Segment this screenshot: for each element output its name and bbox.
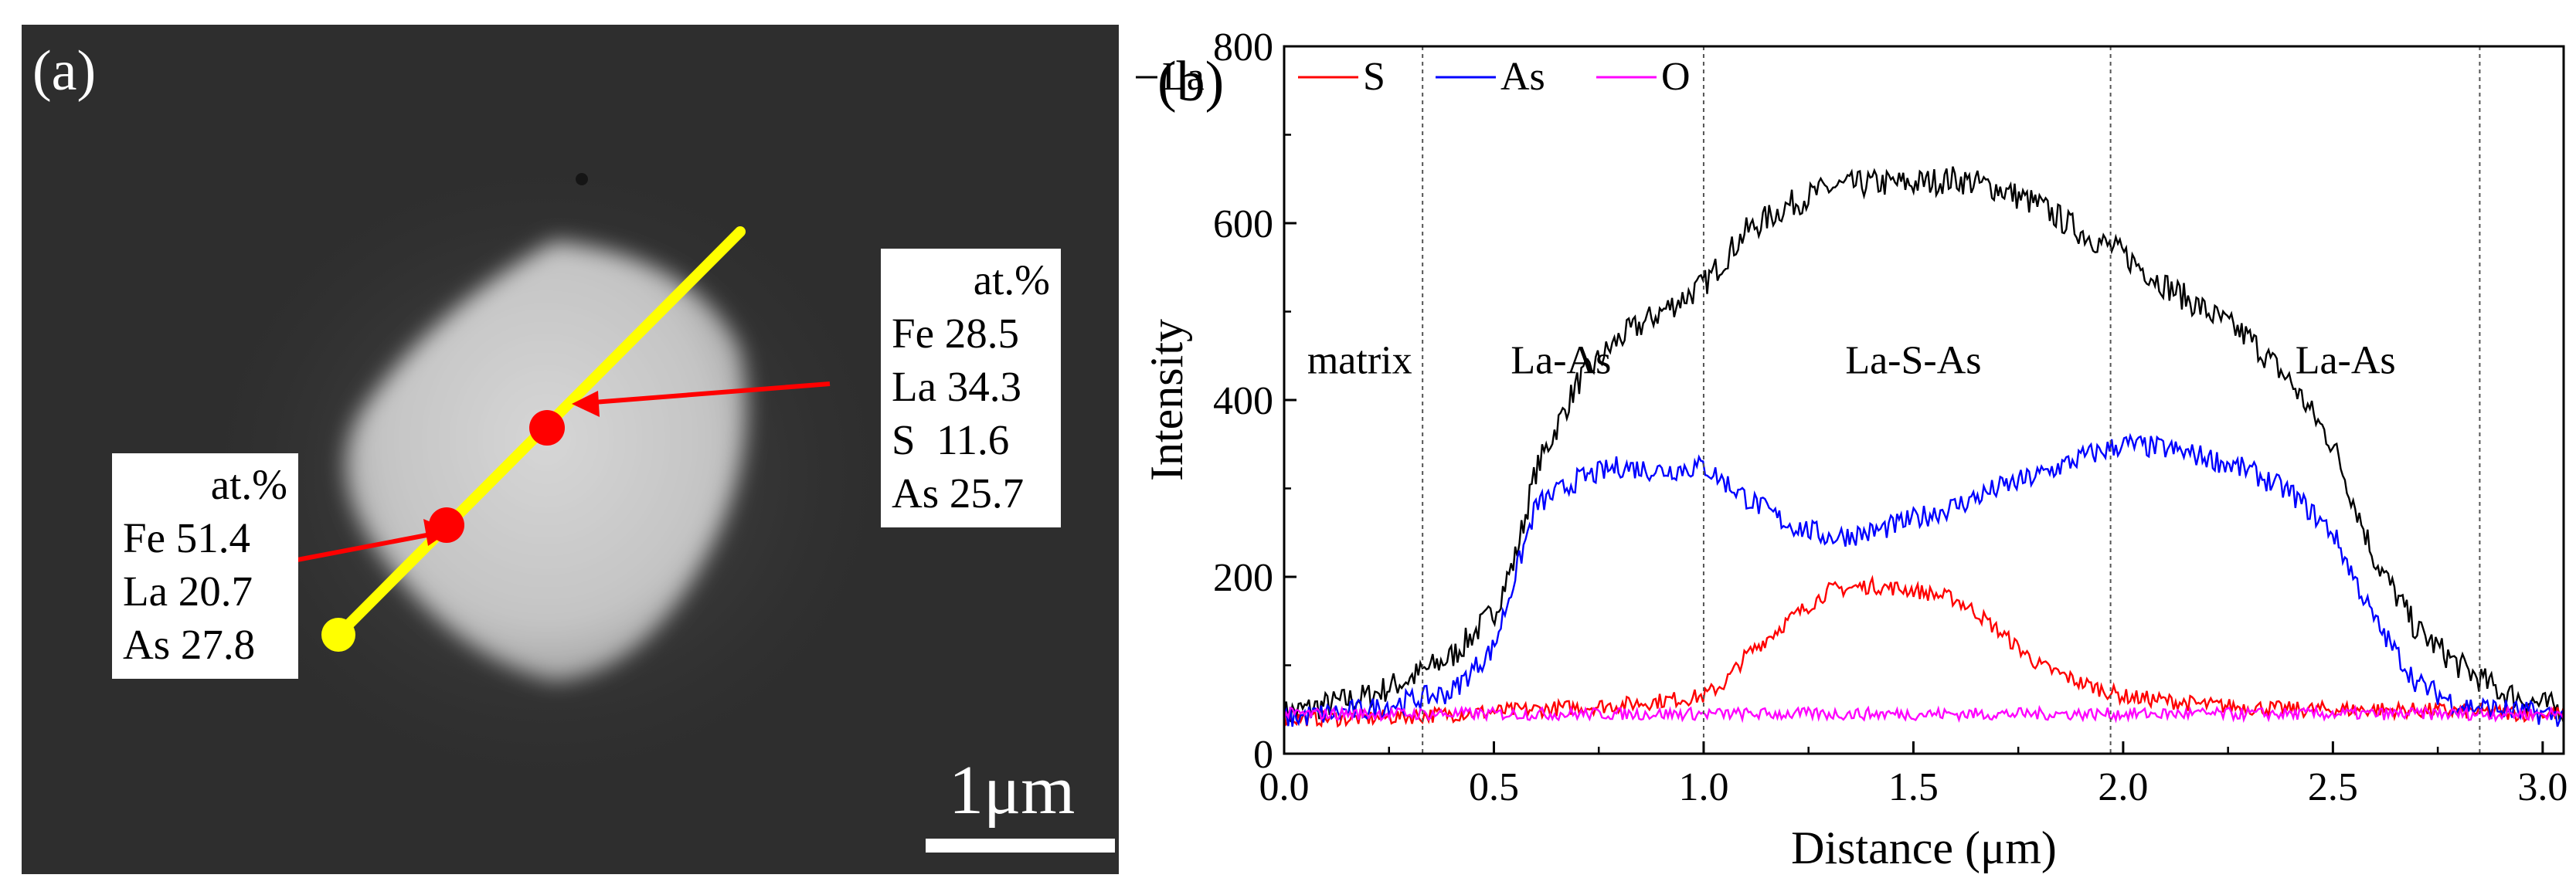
panel-b-label: (b) <box>1157 50 1224 114</box>
series-la-line <box>1283 166 2565 728</box>
micrograph-panel: (a) at.% Fe 51.4 La 20.7 As 27.8 at.% Fe… <box>22 25 1119 874</box>
series-as-line <box>1283 432 2564 727</box>
line-scan-chart: 0.0 0.5 1.0 1.5 2.0 2.5 3.0 0 200 400 600 800 matri… <box>1097 25 2568 873</box>
y-tick-label: 600 <box>1213 202 1273 246</box>
point-1-marker <box>429 507 464 543</box>
composition-box-2: at.% Fe 28.5 La 34.3 S 11.6 As 25.7 <box>881 249 1061 527</box>
region-label: matrix <box>1307 339 1412 383</box>
legend: La S As O <box>1097 55 1691 99</box>
x-tick-label: 0.0 <box>1259 765 1310 809</box>
region-label: La-As <box>2296 339 2396 383</box>
composition-row: As 25.7 <box>892 470 1025 517</box>
y-tick-label: 800 <box>1213 25 1273 69</box>
x-tick-label: 2.5 <box>2308 765 2358 809</box>
series-layer <box>1283 166 2565 728</box>
x-tick-label: 1.5 <box>1888 765 1939 809</box>
composition-row: As 27.8 <box>123 621 256 668</box>
series-o-line <box>1283 704 2565 724</box>
plot-frame <box>1283 45 2565 755</box>
arrow-2-head <box>572 391 600 417</box>
composition-row: La 34.3 <box>892 363 1022 410</box>
legend-label-la: La <box>1162 55 1205 99</box>
composition-header: at.% <box>973 256 1050 303</box>
y-tick-label: 400 <box>1213 379 1273 423</box>
y-tick-label: 0 <box>1253 733 1273 777</box>
x-tick-label: 1.0 <box>1678 765 1728 809</box>
x-axis-title: Distance (μm) <box>1791 822 2057 873</box>
particle <box>345 241 747 681</box>
scale-bar-label: 1μm <box>949 752 1076 829</box>
region-label: La-As <box>1511 339 1611 383</box>
composition-row: Fe 51.4 <box>123 514 250 561</box>
composition-header: at.% <box>210 461 287 508</box>
composition-row: La 20.7 <box>123 568 253 615</box>
line-scan-chart-panel: 0.0 0.5 1.0 1.5 2.0 2.5 3.0 0 200 400 600 800 matri… <box>1097 0 2576 891</box>
composition-box-1: at.% Fe 51.4 La 20.7 As 27.8 <box>112 453 298 679</box>
x-tick-label: 2.0 <box>2098 765 2148 809</box>
surface-speck <box>576 173 588 185</box>
micrograph-image <box>184 141 910 805</box>
axis-ticks: 0.0 0.5 1.0 1.5 2.0 2.5 3.0 0 200 400 600 800 <box>1213 25 2568 809</box>
composition-row: Fe 28.5 <box>892 310 1019 357</box>
panel-a-label: (a) <box>32 39 97 103</box>
series-s-line <box>1283 575 2565 728</box>
region-labels: matrix La-As La-S-As La-As <box>1307 339 2396 383</box>
region-boundaries <box>1422 46 2481 754</box>
y-axis-title: Intensity <box>1141 319 1192 481</box>
x-tick-label: 3.0 <box>2517 765 2568 809</box>
region-label: La-S-As <box>1845 339 1981 383</box>
line-scan <box>187 226 831 652</box>
scan-start-marker <box>321 618 355 652</box>
x-tick-label: 0.5 <box>1469 765 1519 809</box>
arrow-2-line <box>583 381 831 405</box>
scale-bar <box>926 839 1115 853</box>
legend-label-s: S <box>1363 55 1385 99</box>
legend-label-o: O <box>1661 55 1691 99</box>
y-tick-label: 200 <box>1213 556 1273 600</box>
composition-row: S 11.6 <box>892 416 1010 463</box>
point-2-marker <box>529 410 565 446</box>
legend-label-as: As <box>1500 55 1545 99</box>
